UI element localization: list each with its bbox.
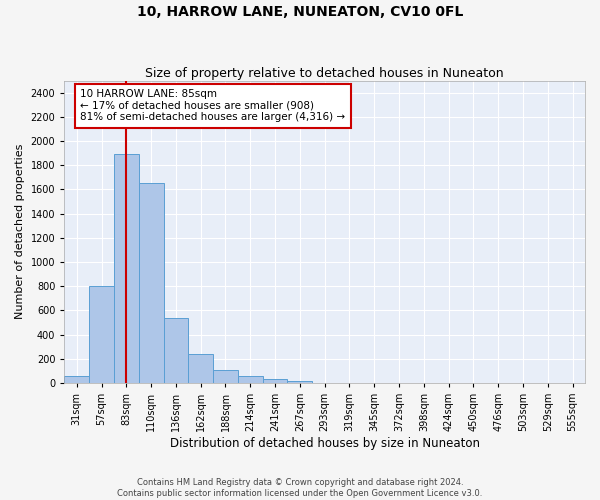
Bar (89, 286, 114, 383)
Bar (114, 154, 139, 383)
Bar (238, 376, 263, 383)
Title: Size of property relative to detached houses in Nuneaton: Size of property relative to detached ho… (145, 66, 504, 80)
Bar (287, 380, 312, 383)
Text: Contains HM Land Registry data © Crown copyright and database right 2024.
Contai: Contains HM Land Registry data © Crown c… (118, 478, 482, 498)
X-axis label: Distribution of detached houses by size in Nuneaton: Distribution of detached houses by size … (170, 437, 479, 450)
Bar (164, 318, 188, 383)
Bar (64, 376, 89, 383)
Text: 10, HARROW LANE, NUNEATON, CV10 0FL: 10, HARROW LANE, NUNEATON, CV10 0FL (137, 5, 463, 19)
Y-axis label: Number of detached properties: Number of detached properties (15, 144, 25, 320)
Bar (213, 370, 238, 383)
Text: 10 HARROW LANE: 85sqm
← 17% of detached houses are smaller (908)
81% of semi-det: 10 HARROW LANE: 85sqm ← 17% of detached … (80, 89, 346, 122)
Bar (188, 354, 213, 383)
Bar (139, 184, 164, 383)
Bar (263, 378, 287, 383)
